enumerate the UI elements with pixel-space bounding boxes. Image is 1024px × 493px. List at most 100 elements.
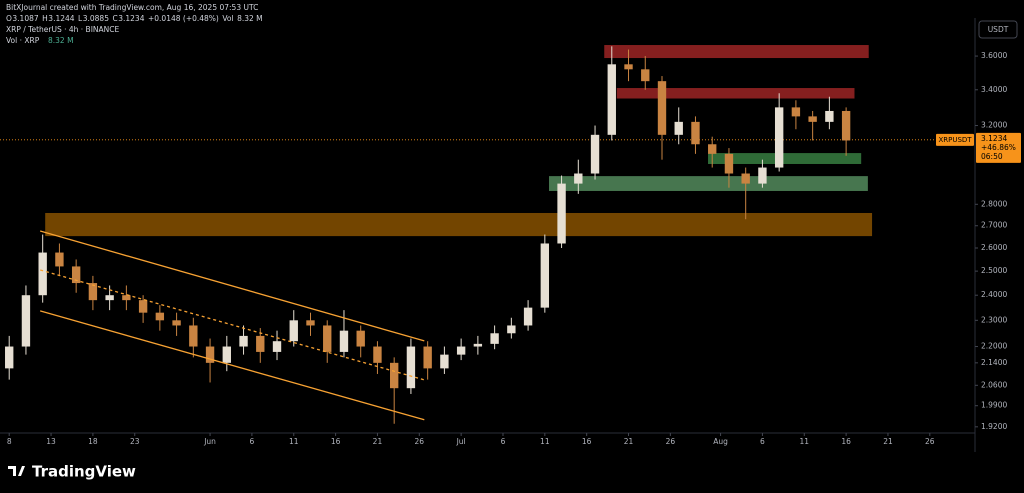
x-tick-label: 21 <box>373 437 383 446</box>
y-tick-label: 2.1400 <box>981 358 1007 367</box>
candle-body <box>574 173 583 184</box>
candle-body <box>390 362 399 389</box>
candle-body <box>490 333 499 344</box>
ohlc-item: Vol <box>222 14 233 23</box>
candle-body <box>523 307 533 326</box>
ohlc-item: O <box>6 14 12 23</box>
candle-body <box>205 346 215 363</box>
x-tick-label: 16 <box>582 437 592 446</box>
x-tick-label: 8 <box>7 437 12 446</box>
candle-body <box>239 335 248 347</box>
currency-box[interactable] <box>978 20 1018 39</box>
candle-body <box>841 110 851 141</box>
ohlc-item: L <box>78 14 83 23</box>
candle-body <box>222 346 231 363</box>
x-tick-label: 16 <box>841 437 851 446</box>
x-tick-label: 11 <box>289 437 299 446</box>
y-tick-label: 3.6000 <box>981 51 1007 60</box>
y-tick-label: 1.9900 <box>981 401 1007 410</box>
ohlc-item: 3.1244 <box>48 14 74 23</box>
ohlc-item: 8.32 M <box>237 14 263 23</box>
candle-body <box>38 252 47 296</box>
zone <box>549 176 868 191</box>
candle-body <box>122 295 131 301</box>
volume-label: Vol · XRP <box>6 36 40 45</box>
x-tick-label: 6 <box>760 437 765 446</box>
candle-body <box>825 110 834 122</box>
candle-body <box>607 64 616 135</box>
candle-body <box>473 343 483 347</box>
candle-body <box>272 341 282 352</box>
ohlc-item: 3.0885 <box>83 14 109 23</box>
candle-body <box>507 325 516 334</box>
price-tag-value: 3.1234 <box>981 134 1007 143</box>
logo: TradingView <box>8 463 136 481</box>
candle-body <box>55 252 64 267</box>
ohlc-item: 3.1087 <box>12 14 38 23</box>
candle-body <box>256 335 265 352</box>
candle-body <box>21 295 31 347</box>
logo-text: TradingView <box>32 463 136 481</box>
x-tick-label: 6 <box>501 437 506 446</box>
logo-mark <box>8 466 25 476</box>
ohlc-item: H <box>42 14 48 23</box>
credit: BitXJournal created with TradingView.com… <box>6 3 258 12</box>
candle-body <box>423 346 432 369</box>
candle-body <box>708 144 717 154</box>
y-tick-label: 3.4000 <box>981 85 1007 94</box>
y-tick-label: 2.5000 <box>981 266 1007 275</box>
candle-body <box>741 173 750 184</box>
candle-body <box>189 325 198 347</box>
candle-body <box>724 153 734 174</box>
candle-body <box>356 330 365 347</box>
candle-body <box>540 243 550 308</box>
candle-body <box>641 69 650 82</box>
x-tick-label: 6 <box>250 437 255 446</box>
ticker-tag <box>936 133 974 146</box>
y-tick-label: 2.3000 <box>981 315 1007 324</box>
candle-body <box>88 283 98 301</box>
trend-line <box>39 310 425 421</box>
candle-body <box>674 121 683 135</box>
price-tag-countdown: 06:50 <box>981 152 1003 161</box>
candle-body <box>557 183 566 244</box>
y-tick-label: 2.7000 <box>981 221 1007 230</box>
x-tick-label: 18 <box>88 437 98 446</box>
x-tick-label: 21 <box>883 437 893 446</box>
candle-body <box>138 300 148 313</box>
x-tick-label: 26 <box>666 437 676 446</box>
x-tick-label: 11 <box>540 437 550 446</box>
candle-body <box>456 346 466 355</box>
candle-body <box>691 121 700 145</box>
candle-body <box>71 266 81 284</box>
y-tick-label: 1.9200 <box>981 422 1007 431</box>
y-tick-label: 3.2000 <box>981 121 1007 130</box>
candle-body <box>808 116 817 122</box>
candle-body <box>406 346 416 389</box>
x-tick-label: 21 <box>624 437 634 446</box>
ohlc-item: 3.1234 <box>118 14 144 23</box>
candle-body <box>155 312 165 321</box>
x-tick-label: 16 <box>331 437 341 446</box>
x-tick-label: Jun <box>203 437 216 446</box>
trend-line <box>39 269 425 381</box>
candle-body <box>590 134 600 174</box>
y-tick-label: 2.6000 <box>981 243 1007 252</box>
zone <box>604 45 869 59</box>
zone <box>45 212 873 237</box>
zone <box>708 153 862 164</box>
trend-line <box>39 230 425 342</box>
candle-body <box>657 81 667 135</box>
x-tick-label: 26 <box>925 437 935 446</box>
candle-body <box>289 320 298 342</box>
currency[interactable]: USDT <box>988 25 1009 34</box>
candle-body <box>323 325 332 352</box>
x-tick-label: Jul <box>456 437 466 446</box>
symbol: XRP / TetherUS · 4h · BINANCE <box>6 25 120 34</box>
candle-body <box>172 320 181 326</box>
candle-body <box>758 167 767 184</box>
y-tick-label: 2.4000 <box>981 290 1007 299</box>
y-tick-label: 2.0600 <box>981 380 1007 389</box>
ohlc-item: C <box>112 14 117 23</box>
